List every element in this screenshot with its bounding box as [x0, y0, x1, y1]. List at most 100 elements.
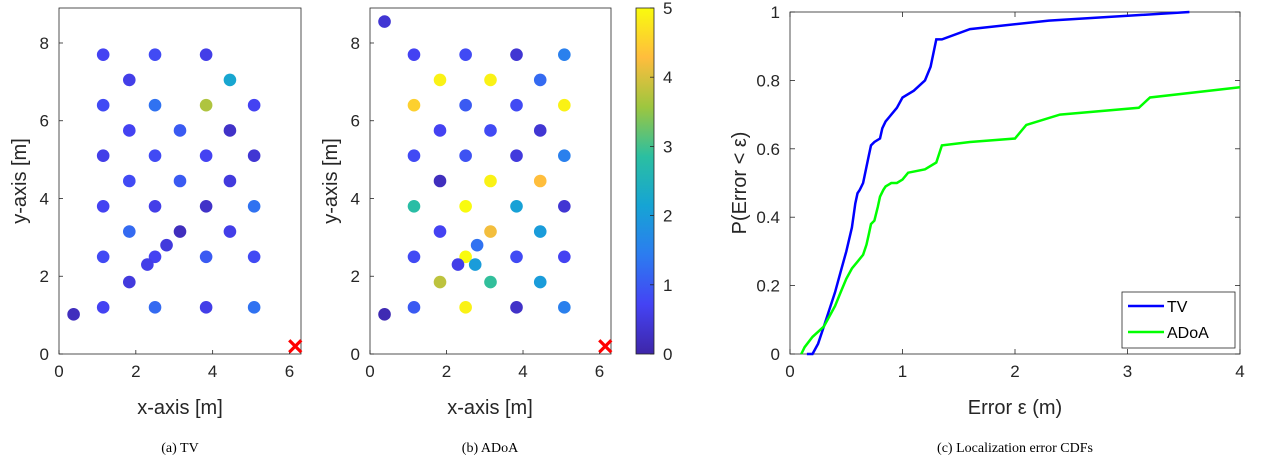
data-point [558, 199, 571, 213]
panel-a-xlabel: x-axis [m] [137, 397, 223, 419]
data-point [96, 48, 110, 61]
data-point [459, 149, 472, 163]
data-point [199, 48, 213, 61]
x-tick-label: 4 [208, 362, 217, 381]
data-point [484, 73, 497, 87]
data-point [96, 250, 110, 264]
data-point [484, 275, 497, 289]
y-tick-label: 0.8 [756, 71, 780, 90]
data-point [378, 308, 391, 321]
data-point [223, 73, 237, 87]
data-point [247, 199, 261, 213]
data-point [160, 238, 173, 252]
colorbar-tick-label: 2 [663, 207, 672, 226]
data-point [533, 124, 547, 137]
colorbar-tick-label: 5 [663, 0, 672, 18]
data-point [199, 149, 213, 163]
data-point [199, 250, 213, 264]
data-point [510, 199, 523, 213]
data-point [484, 174, 497, 188]
data-point [141, 258, 154, 271]
data-point [173, 124, 187, 137]
anchor-x-marker [598, 339, 613, 354]
data-point [433, 124, 447, 137]
data-point [122, 275, 136, 289]
y-tick-label: 4 [40, 189, 49, 208]
data-point [407, 250, 421, 264]
panel-b-xlabel: x-axis [m] [447, 397, 533, 419]
y-tick-label: 4 [351, 189, 360, 208]
data-point [468, 258, 482, 271]
colorbar-tick-label: 1 [663, 276, 672, 295]
data-point [407, 98, 421, 112]
data-point [558, 149, 571, 163]
data-point [148, 199, 162, 213]
x-tick-label: 0 [365, 362, 374, 381]
data-point [484, 124, 497, 137]
panel-c-ylabel: P(Error < ε) [729, 132, 751, 235]
y-tick-label: 8 [351, 34, 360, 53]
panel-c-caption: (c) Localization error CDFs [937, 441, 1093, 456]
colorbar-tick-label: 3 [663, 137, 672, 156]
x-tick-label: 4 [518, 362, 527, 381]
data-point [433, 174, 447, 188]
data-point [96, 199, 110, 213]
colorbar-tick-label: 0 [663, 345, 672, 364]
data-point [459, 301, 472, 314]
data-point [67, 308, 80, 321]
legend-label-adoa: ADoA [1167, 325, 1209, 342]
data-point [558, 48, 571, 61]
data-point [558, 250, 571, 264]
y-tick-label: 0 [40, 345, 49, 364]
anchor-x-marker [288, 339, 303, 354]
colorbar [635, 7, 655, 355]
data-point [459, 48, 472, 61]
data-point [247, 149, 261, 163]
data-point [510, 301, 523, 314]
data-point [148, 250, 162, 264]
panel-b-ylabel: y-axis [m] [320, 138, 342, 224]
data-point [433, 275, 447, 289]
x-tick-label: 1 [898, 362, 907, 381]
data-point [533, 174, 547, 188]
panel-c-xlabel: Error ε (m) [968, 397, 1062, 419]
data-point [173, 225, 187, 238]
legend: TV ADoA [1121, 291, 1236, 349]
data-point [484, 225, 497, 238]
data-point [378, 15, 391, 28]
data-point [247, 250, 261, 264]
data-point [122, 73, 136, 87]
data-point [199, 98, 213, 112]
data-point [148, 301, 162, 314]
data-point [433, 73, 447, 87]
data-point [510, 48, 523, 61]
data-point [407, 301, 421, 314]
data-point [533, 225, 547, 238]
data-point [148, 48, 162, 61]
y-tick-label: 6 [351, 112, 360, 131]
panel-a-scatter: 0 2 4 6 0 2 4 6 8 x-axis [m] y-axis [m] (a) TV [9, 7, 303, 456]
data-point [96, 149, 110, 163]
panel-b-caption: (b) ADoA [462, 441, 519, 456]
data-point [459, 250, 472, 264]
data-point [459, 199, 472, 213]
x-tick-label: 2 [442, 362, 451, 381]
series-line-adoa [800, 85, 1241, 355]
y-tick-label: 6 [40, 112, 49, 131]
x-tick-label: 0 [785, 362, 794, 381]
legend-box [1121, 291, 1236, 349]
y-tick-label: 2 [40, 267, 49, 286]
data-point [433, 225, 447, 238]
series-line-tv [806, 10, 1190, 356]
data-point [459, 98, 472, 112]
data-point [247, 301, 261, 314]
x-tick-label: 3 [1123, 362, 1132, 381]
x-tick-label: 6 [595, 362, 604, 381]
data-point [470, 238, 484, 252]
y-tick-label: 1 [771, 3, 780, 22]
panel-c-cdf: 0 1 2 3 4 0 0.2 0.4 0.6 0.8 1 Error ε (m) P(Error … [729, 3, 1245, 456]
y-tick-label: 0 [351, 345, 360, 364]
x-tick-label: 4 [1235, 362, 1244, 381]
data-point [558, 98, 571, 112]
